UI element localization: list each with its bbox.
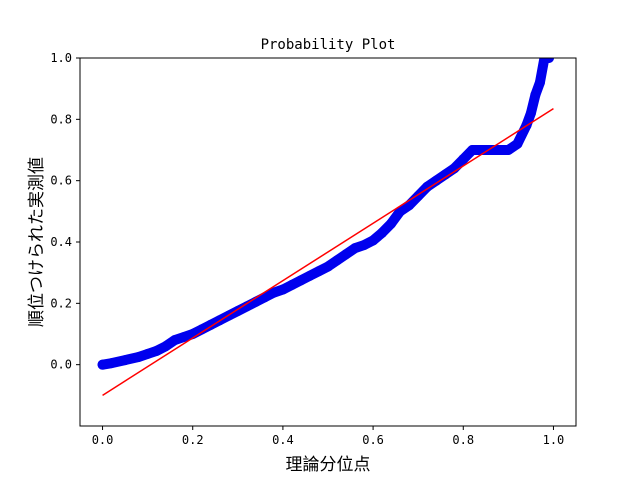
chart-title: Probability Plot <box>261 37 396 53</box>
fit-line <box>102 107 554 396</box>
y-tick-label: 0.6 <box>50 174 72 188</box>
data-point <box>368 235 379 246</box>
data-point <box>350 243 361 254</box>
x-axis: 0.0 0.2 0.4 0.6 0.8 1.0 <box>92 426 565 447</box>
data-point <box>323 261 333 272</box>
data-point <box>359 240 370 251</box>
data-point <box>277 284 288 295</box>
y-tick-label: 0.0 <box>50 358 72 372</box>
data-point <box>241 301 252 312</box>
data-point <box>304 270 315 281</box>
data-point <box>169 335 180 346</box>
data-points-trail <box>97 58 554 370</box>
data-point <box>440 169 451 180</box>
x-axis-label: 理論分位点 <box>286 455 371 475</box>
plot-marks <box>97 58 554 396</box>
data-point <box>133 352 144 362</box>
data-point <box>431 175 442 186</box>
data-point <box>467 145 478 155</box>
data-point <box>178 332 189 343</box>
data-point <box>313 266 324 277</box>
data-point <box>268 287 279 298</box>
data-point <box>530 89 541 100</box>
x-tick-label: 0.2 <box>182 433 204 447</box>
data-point <box>422 181 433 192</box>
data-point <box>525 108 536 119</box>
y-axis-label: 順位つけられた実測値 <box>27 157 47 327</box>
y-tick-label: 0.8 <box>50 112 72 126</box>
x-tick-label: 0.6 <box>362 433 384 447</box>
data-point <box>395 206 406 217</box>
x-tick-label: 0.0 <box>92 433 114 447</box>
data-point <box>494 145 505 155</box>
data-point <box>196 324 207 335</box>
data-point <box>160 341 171 352</box>
data-point <box>259 292 270 303</box>
data-point <box>543 58 554 63</box>
data-point <box>512 138 523 149</box>
y-axis: 0.0 0.2 0.4 0.6 0.8 1.0 <box>50 51 80 372</box>
data-point <box>458 154 469 165</box>
data-point <box>377 227 388 238</box>
data-point <box>295 275 306 286</box>
plot-frame <box>79 57 577 427</box>
data-point <box>120 355 131 366</box>
data-point <box>142 348 153 359</box>
data-point <box>286 279 297 290</box>
y-tick-label: 0.2 <box>50 296 72 310</box>
x-tick-label: 0.8 <box>452 433 474 447</box>
data-point <box>332 255 343 266</box>
data-point <box>503 145 514 155</box>
data-point <box>106 358 117 369</box>
data-point <box>386 218 397 229</box>
data-point <box>476 145 487 155</box>
x-tick-label: 1.0 <box>543 433 565 447</box>
y-tick-label: 1.0 <box>50 51 72 65</box>
y-tick-label: 0.4 <box>50 235 72 249</box>
x-tick-label: 0.4 <box>272 433 294 447</box>
data-point <box>341 249 352 260</box>
data-point <box>151 345 162 356</box>
data-point <box>97 359 108 370</box>
data-point <box>534 77 545 88</box>
